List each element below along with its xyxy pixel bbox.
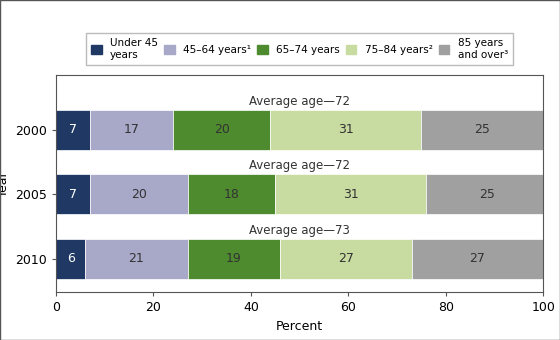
Legend: Under 45
years, 45–64 years¹, 65–74 years, 75–84 years², 85 years
and over³: Under 45 years, 45–64 years¹, 65–74 year… [86, 33, 513, 65]
Text: 25: 25 [479, 188, 495, 201]
Text: 6: 6 [67, 252, 74, 265]
Bar [56, 174, 90, 214]
Text: 20: 20 [131, 188, 147, 201]
Y-axis label: Year: Year [0, 170, 10, 197]
Text: Average age—72: Average age—72 [249, 159, 350, 172]
X-axis label: Percent: Percent [276, 320, 323, 333]
Bar [280, 239, 412, 279]
Text: 18: 18 [223, 188, 239, 201]
Text: Average age—73: Average age—73 [249, 224, 350, 237]
Bar [426, 174, 548, 214]
Text: 7: 7 [69, 188, 77, 201]
Text: 31: 31 [338, 123, 354, 136]
Bar [188, 239, 280, 279]
Bar [56, 239, 85, 279]
Bar [90, 110, 173, 150]
Bar [275, 174, 426, 214]
Text: 25: 25 [474, 123, 490, 136]
Bar [421, 110, 543, 150]
Text: 31: 31 [343, 188, 358, 201]
Text: 19: 19 [226, 252, 242, 265]
Bar [412, 239, 543, 279]
Text: Average age—72: Average age—72 [249, 95, 350, 108]
Text: 21: 21 [128, 252, 144, 265]
Bar [90, 174, 188, 214]
Bar [173, 110, 270, 150]
Bar [56, 110, 90, 150]
Bar [188, 174, 275, 214]
Bar [270, 110, 421, 150]
Text: 20: 20 [214, 123, 230, 136]
Text: 17: 17 [124, 123, 139, 136]
Text: 27: 27 [338, 252, 354, 265]
Text: 27: 27 [469, 252, 486, 265]
Bar [85, 239, 188, 279]
Text: 7: 7 [69, 123, 77, 136]
